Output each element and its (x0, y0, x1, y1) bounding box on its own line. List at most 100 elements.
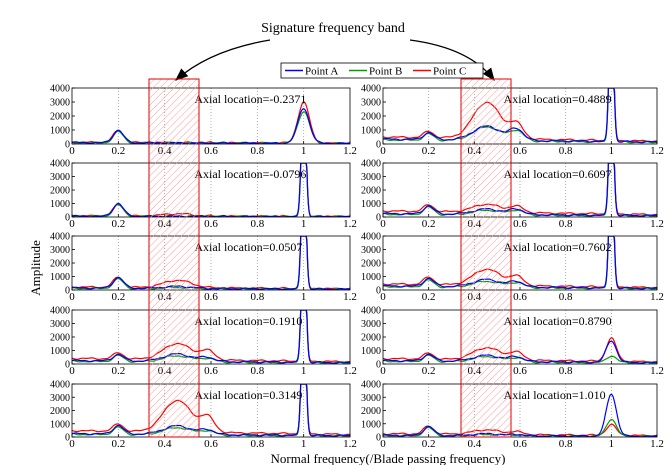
series-line-a (383, 236, 657, 290)
x-tick-label: 0.8 (559, 438, 573, 450)
y-tick-label: 4000 (361, 306, 381, 317)
panel-4: 00.20.40.60.811.201000200030004000Axial … (50, 306, 357, 378)
y-tick-label: 3000 (50, 319, 70, 330)
series-line-c (383, 163, 657, 216)
x-tick-label: 0 (380, 145, 386, 157)
x-tick-label: 0.6 (204, 145, 218, 157)
x-tick-label: 1 (301, 438, 307, 450)
annotation-arrow-left (175, 39, 271, 81)
y-tick-label: 4000 (361, 380, 381, 391)
series-line-a (383, 340, 657, 364)
x-tick-label: 1.2 (650, 438, 664, 450)
panel-9: 00.20.40.60.811.201000200030004000Axial … (361, 306, 664, 378)
x-tick-label: 1.2 (343, 291, 357, 303)
x-tick-label: 0.2 (111, 218, 125, 230)
panel-frame (382, 383, 658, 438)
x-tick-label: 1.2 (650, 145, 664, 157)
x-tick-label: 0.8 (559, 145, 573, 157)
legend-item-b: Point B (349, 66, 402, 78)
series-line-a (383, 393, 657, 437)
panel-8: 00.20.40.60.811.201000200030004000Axial … (361, 232, 664, 304)
x-tick-label: 0 (380, 291, 386, 303)
y-tick-label: 4000 (50, 380, 70, 391)
y-tick-label: 0 (65, 213, 70, 224)
x-tick-label: 0.2 (111, 145, 125, 157)
x-tick-label: 1 (609, 291, 615, 303)
x-tick-label: 1.2 (650, 365, 664, 377)
x-tick-label: 1.2 (343, 145, 357, 157)
y-tick-label: 1000 (361, 199, 381, 210)
x-tick-label: 0.6 (513, 438, 527, 450)
x-tick-label: 1 (301, 218, 307, 230)
y-tick-label: 1000 (50, 126, 70, 137)
x-tick-label: 1 (301, 365, 307, 377)
panel-label: Axial location=0.4889 (504, 92, 612, 106)
x-tick-label: 1 (609, 145, 615, 157)
y-tick-label: 1000 (361, 419, 381, 430)
x-tick-label: 0.8 (250, 291, 264, 303)
y-tick-label: 3000 (50, 98, 70, 109)
panel-frame (71, 383, 351, 438)
x-tick-label: 0.8 (559, 365, 573, 377)
x-tick-label: 1 (301, 145, 307, 157)
panel-frame (382, 309, 658, 365)
x-tick-label: 0.8 (250, 438, 264, 450)
y-tick-label: 4000 (50, 84, 70, 95)
annotation-arrow-right (409, 39, 495, 82)
series-line-a (72, 310, 350, 364)
x-tick-label: 1.2 (343, 218, 357, 230)
x-tick-label: 0.2 (422, 145, 436, 157)
x-tick-label: 0.8 (559, 291, 573, 303)
y-tick-label: 4000 (50, 232, 70, 243)
y-tick-label: 0 (376, 213, 381, 224)
y-tick-label: 2000 (50, 333, 70, 344)
y-tick-label: 0 (65, 433, 70, 444)
y-tick-label: 0 (376, 140, 381, 151)
panel-1: 00.20.40.60.811.201000200030004000Axial … (50, 84, 357, 158)
y-tick-label: 0 (65, 360, 70, 371)
panel-frame (382, 87, 658, 145)
panel-frame (382, 162, 658, 218)
panel-label: Axial location=0.3149 (194, 388, 302, 402)
y-tick-label: 4000 (50, 159, 70, 170)
x-tick-label: 0.2 (111, 438, 125, 450)
x-tick-label: 0.8 (559, 218, 573, 230)
x-tick-label: 0.8 (250, 145, 264, 157)
series-line-b (383, 88, 657, 144)
panel-label: Axial location=1.010 (504, 388, 606, 402)
panel-frame (382, 235, 658, 291)
y-tick-label: 0 (65, 286, 70, 297)
x-tick-label: 0.6 (204, 365, 218, 377)
y-axis-label: Amplitude (28, 240, 43, 296)
y-tick-label: 3000 (50, 172, 70, 183)
x-tick-label: 0 (69, 365, 75, 377)
panels: 00.20.40.60.811.201000200030004000Axial … (50, 84, 664, 451)
panel-frame (71, 162, 351, 218)
y-tick-label: 3000 (361, 245, 381, 256)
band-highlight-right (460, 78, 512, 438)
panel-label: Axial location=0.8790 (504, 314, 612, 328)
y-tick-label: 1000 (361, 126, 381, 137)
x-tick-label: 0 (380, 218, 386, 230)
x-tick-label: 0.6 (513, 291, 527, 303)
panel-frame (71, 309, 351, 365)
x-tick-label: 1 (609, 218, 615, 230)
x-tick-label: 1 (609, 438, 615, 450)
x-tick-label: 0.6 (513, 145, 527, 157)
y-tick-label: 1000 (50, 419, 70, 430)
series-line-c (383, 88, 657, 143)
x-tick-label: 0.2 (422, 291, 436, 303)
x-tick-label: 1.2 (343, 438, 357, 450)
y-tick-label: 1000 (361, 346, 381, 357)
x-tick-label: 0 (380, 365, 386, 377)
y-tick-label: 2000 (361, 259, 381, 270)
y-tick-label: 3000 (361, 98, 381, 109)
legend-box (280, 62, 484, 79)
panel-bg (72, 384, 350, 437)
series-line-c (72, 310, 350, 364)
x-tick-label: 0 (69, 291, 75, 303)
x-tick-label: 1.2 (343, 365, 357, 377)
x-tick-label: 0.6 (204, 218, 218, 230)
panel-frame (71, 87, 351, 145)
